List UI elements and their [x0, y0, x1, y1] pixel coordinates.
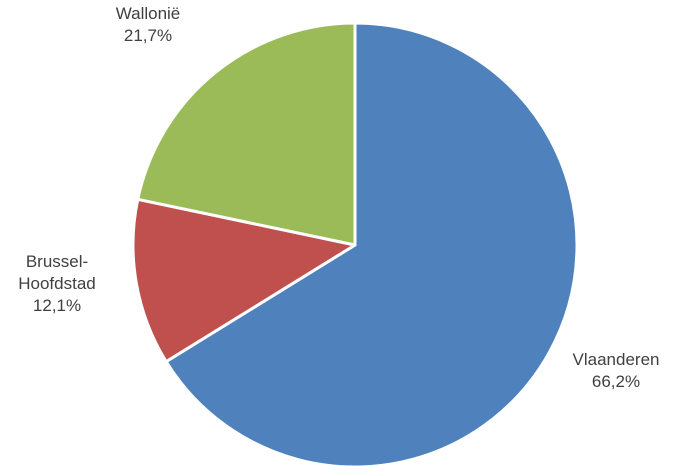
data-label-category: Brussel- — [26, 252, 88, 271]
pie-slice-wallonie — [136, 21, 357, 247]
data-label-value: 66,2% — [592, 372, 640, 391]
slices-layer — [131, 21, 579, 466]
labels-layer: Vlaanderen 66,2% Brussel- Hoofdstad 12,1% Wal… — [18, 4, 659, 391]
data-label-value: 12,1% — [33, 296, 81, 315]
data-label-value: 21,7% — [124, 26, 172, 45]
data-label-category: Wallonië — [116, 4, 181, 23]
data-label-brussel-hoofdstad: Brussel- Hoofdstad 12,1% — [18, 252, 96, 315]
pie-slice-brussel-hoofdstad — [131, 197, 357, 364]
data-label-wallonie: Wallonië 21,7% — [116, 4, 181, 45]
data-label-category: Hoofdstad — [18, 274, 96, 293]
data-label-vlaanderen: Vlaanderen 66,2% — [573, 350, 660, 391]
data-label-category: Vlaanderen — [573, 350, 660, 369]
pie-slice-vlaanderen — [164, 21, 579, 466]
